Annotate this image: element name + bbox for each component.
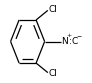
Text: −: − (76, 33, 81, 38)
Text: +: + (67, 33, 72, 38)
Text: N: N (61, 37, 68, 46)
Text: :: : (69, 37, 72, 46)
Text: Cl: Cl (48, 5, 57, 14)
Text: C: C (71, 37, 78, 46)
Text: Cl: Cl (48, 69, 57, 78)
